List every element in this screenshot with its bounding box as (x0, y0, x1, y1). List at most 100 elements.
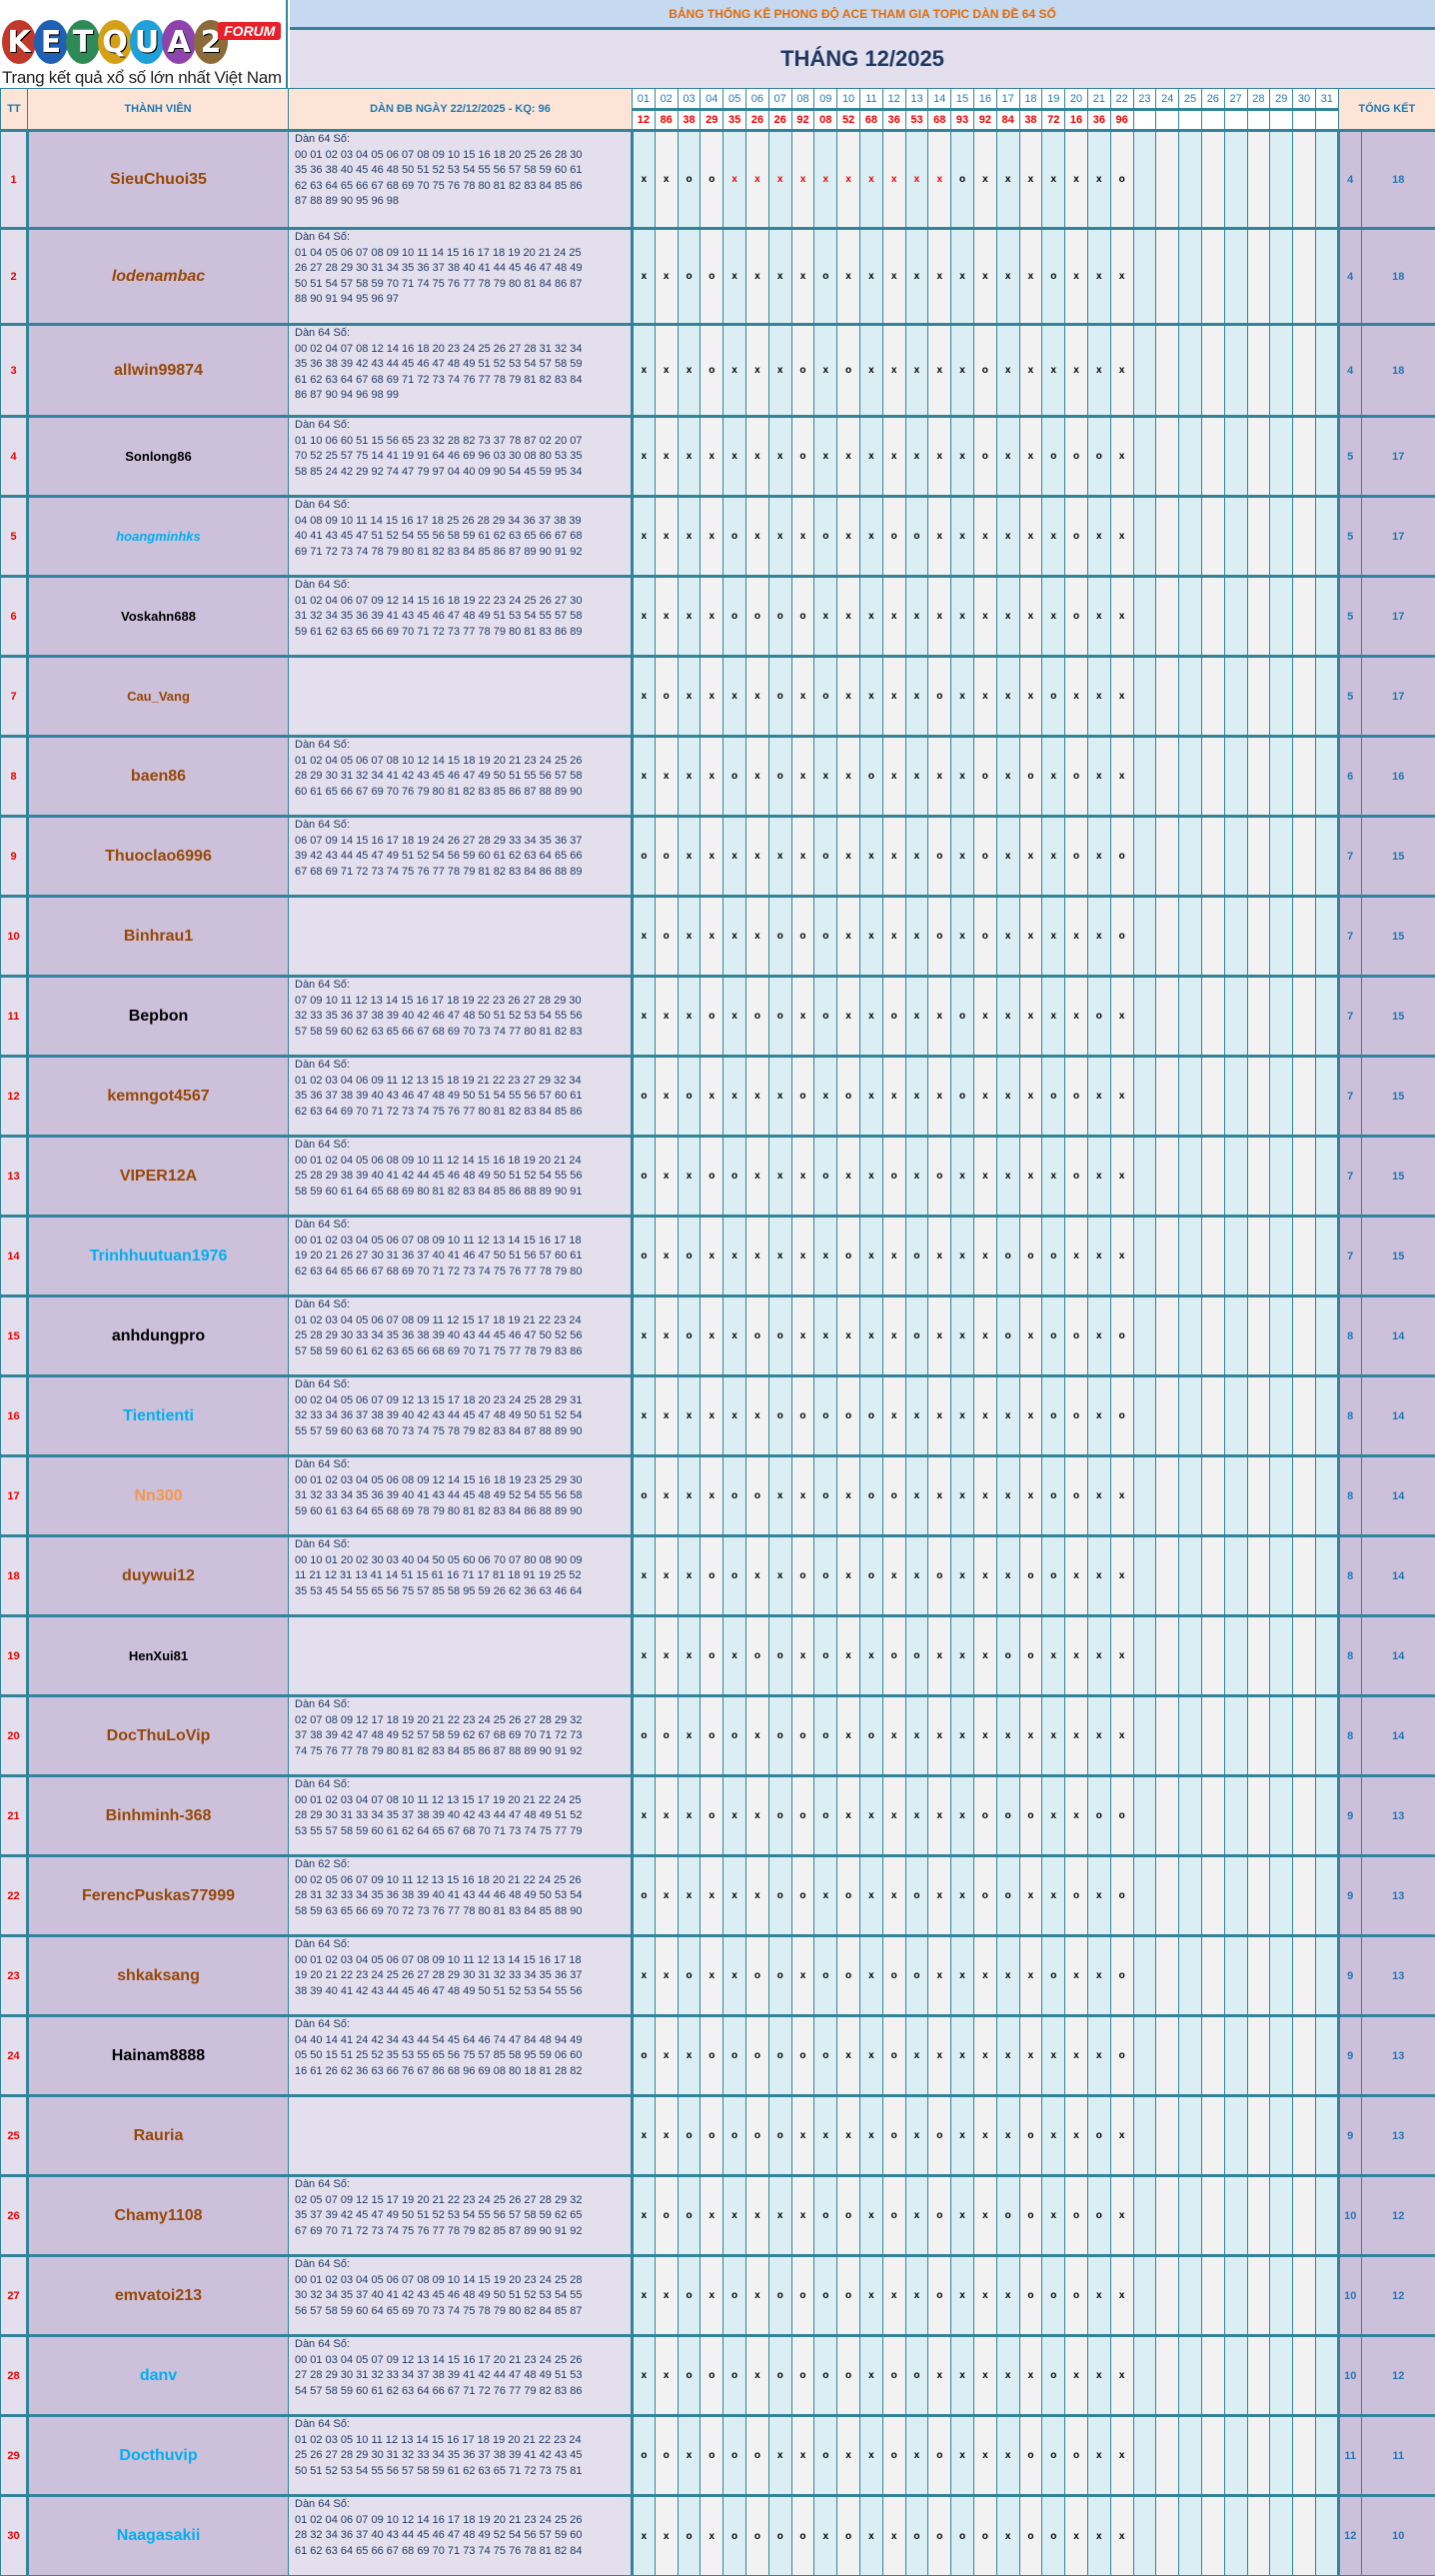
day-mark (1246, 2254, 1271, 2336)
member-row: 9 Thuoclao6996 Dàn 64 Số: 06 07 09 14 15 16… (0, 815, 1435, 897)
member-name[interactable]: VIPER12A (27, 1135, 289, 1217)
member-name[interactable]: Rauria (27, 2094, 289, 2176)
member-name[interactable]: Naagasakii (27, 2494, 289, 2576)
day-mark (1132, 1614, 1157, 1696)
logo-letter: E (34, 20, 68, 64)
day-mark: o (677, 1055, 702, 1137)
member-name[interactable]: lodenambac (27, 227, 289, 325)
day-mark (1269, 1055, 1294, 1137)
day-mark: x (654, 1374, 679, 1456)
day-mark: x (1086, 1614, 1111, 1696)
day-mark: o (858, 1454, 883, 1536)
day-mark (1132, 895, 1157, 977)
day-mark (1200, 1454, 1225, 1536)
day-mark: o (1109, 815, 1134, 897)
member-name[interactable]: Chamy1108 (27, 2174, 289, 2256)
day-mark: o (1018, 2494, 1043, 2576)
total-misses: 17 (1360, 415, 1435, 497)
day-mark (1314, 815, 1339, 897)
day-mark (1178, 2414, 1202, 2496)
day-mark (1246, 815, 1271, 897)
member-name[interactable]: Thuoclao6996 (27, 815, 289, 897)
day-mark: x (654, 227, 679, 325)
member-name[interactable]: Binhminh-368 (27, 1774, 289, 1856)
row-number: 4 (0, 415, 29, 497)
member-name[interactable]: DocThuLoVip (27, 1694, 289, 1776)
dan-line: 00 02 04 05 06 07 09 12 13 15 17 18 20 2… (295, 1393, 583, 1406)
day-mark: x (632, 129, 656, 229)
member-name[interactable]: anhdungpro (27, 1294, 289, 1376)
day-mark (1200, 2334, 1225, 2416)
day-mark: x (972, 1294, 997, 1376)
row-number: 3 (0, 323, 29, 417)
day-mark: o (767, 1774, 792, 1856)
dan-line: 01 02 03 04 05 06 07 08 09 11 12 15 17 1… (295, 1313, 582, 1326)
day-mark: x (927, 1374, 952, 1456)
day-mark (1292, 975, 1316, 1057)
day-mark (1178, 1294, 1202, 1376)
day-mark: o (1041, 1934, 1066, 2016)
member-name[interactable]: kemngot4567 (27, 1055, 289, 1137)
member-name[interactable]: Bepbon (27, 975, 289, 1057)
header-day-21: 21 (1086, 88, 1111, 111)
member-name[interactable]: FerencPuskas77999 (27, 1854, 289, 1936)
member-row: 22 FerencPuskas77999 Dàn 62 Số: 00 02 05 06… (0, 1854, 1435, 1936)
member-name[interactable]: shkaksang (27, 1934, 289, 2016)
day-mark: o (632, 815, 656, 897)
dan-line: 00 01 02 03 04 05 06 07 08 09 10 11 12 1… (295, 1234, 582, 1247)
day-mark: x (927, 2014, 952, 2096)
day-mark: x (632, 735, 656, 817)
day-mark: x (632, 655, 656, 737)
member-name[interactable]: allwin99874 (27, 323, 289, 417)
row-number: 30 (0, 2494, 29, 2576)
day-mark (1269, 735, 1294, 817)
day-mark: x (722, 2174, 746, 2256)
day-mark: o (972, 895, 997, 977)
day-mark (1292, 655, 1316, 737)
day-mark (1246, 2334, 1271, 2416)
member-name[interactable]: Binhrau1 (27, 895, 289, 977)
month-title: THÁNG 12/2025 (290, 30, 1435, 88)
member-name[interactable]: Sonlong86 (27, 415, 289, 497)
dan-line: Dàn 64 Số: (295, 1458, 351, 1471)
day-mark: o (722, 735, 746, 817)
day-mark: x (813, 323, 838, 417)
day-mark: x (1018, 815, 1043, 897)
member-name[interactable]: HenXui81 (27, 1614, 289, 1696)
day-mark (1200, 2094, 1225, 2176)
day-mark: x (1064, 1534, 1088, 1616)
member-name[interactable]: Docthuvip (27, 2414, 289, 2496)
dan-numbers: Dàn 64 Số: 00 01 02 03 04 05 06 07 08 09 … (288, 1215, 634, 1296)
member-name[interactable]: Hainam8888 (27, 2014, 289, 2096)
day-mark: x (858, 2094, 883, 2176)
day-mark: x (927, 575, 952, 657)
day-mark (1223, 1215, 1248, 1296)
member-name[interactable]: hoangminhks (27, 495, 289, 577)
day-mark: o (744, 975, 769, 1057)
member-name[interactable]: duywui12 (27, 1534, 289, 1616)
member-name[interactable]: Nn300 (27, 1454, 289, 1536)
day-mark: x (632, 1934, 656, 2016)
day-mark: x (1018, 975, 1043, 1057)
day-mark: x (813, 1215, 838, 1296)
member-name[interactable]: Voskahn688 (27, 575, 289, 657)
member-name[interactable]: Trinhhuutuan1976 (27, 1215, 289, 1296)
member-name[interactable]: Cau_Vang (27, 655, 289, 737)
member-name[interactable]: emvatoi213 (27, 2254, 289, 2336)
member-row: 10 Binhrau1 x o x x x x o o o x x x x o x o x x x x x o 7 15 (0, 895, 1435, 977)
day-mark: o (836, 1055, 860, 1137)
total-misses: 18 (1360, 227, 1435, 325)
member-name[interactable]: Tientienti (27, 1374, 289, 1456)
dan-line: 58 59 60 61 64 65 68 69 80 81 82 83 84 8… (295, 1185, 583, 1198)
day-mark (1269, 227, 1294, 325)
day-mark: x (881, 1534, 906, 1616)
total-misses: 18 (1360, 323, 1435, 417)
day-mark: x (1041, 495, 1066, 577)
dan-line: 28 31 32 33 34 35 36 38 39 40 41 43 44 4… (295, 1889, 583, 1902)
day-mark: x (836, 2094, 860, 2176)
member-name[interactable]: baen86 (27, 735, 289, 817)
member-name[interactable]: SieuChuoi35 (27, 129, 289, 229)
member-name[interactable]: danv (27, 2334, 289, 2416)
day-mark (1223, 735, 1248, 817)
